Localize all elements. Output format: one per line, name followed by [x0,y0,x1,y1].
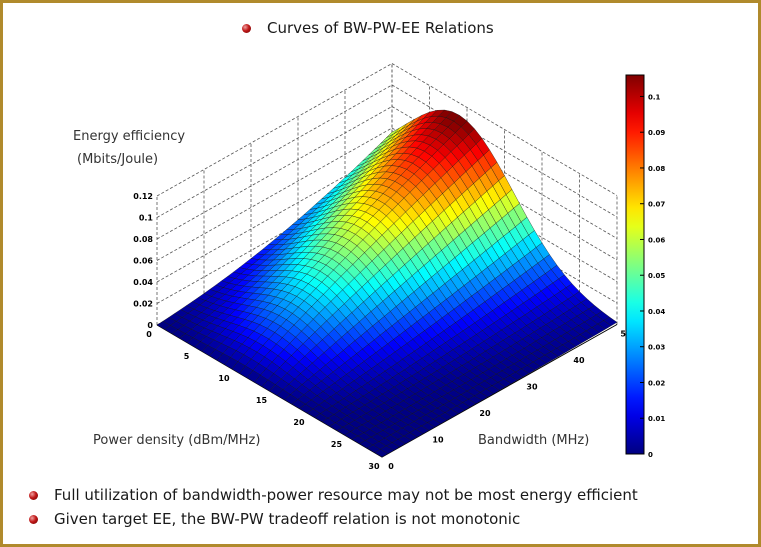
y-tick-label: 30 [526,383,538,392]
bullet-icon [29,491,38,500]
x-tick-label: 20 [293,418,305,427]
z-tick-label: 0.06 [133,257,153,266]
bullet-item-1: Full utilization of bandwidth-power reso… [29,486,638,504]
z-tick-label: 0.02 [133,300,153,309]
x-tick-label: 5 [184,352,190,361]
colorbar-tick-label: 0.01 [648,415,665,423]
x-tick-label: 10 [218,374,230,383]
x-tick-label: 30 [368,462,380,471]
bullet-icon [242,24,251,33]
colorbar: 0 0.01 0.02 0.03 0.04 0.05 0.06 0.07 0.08 0.09 0.1 [625,74,665,459]
slide-title: Curves of BW-PW-EE Relations [242,19,494,37]
z-axis-label-line2: (Mbits/Joule) [77,152,158,167]
colorbar-tick-label: 0.08 [648,165,665,173]
y-tick-label: 10 [432,436,444,445]
y-axis-label: Bandwidth (MHz) [478,433,589,448]
colorbar-scale [625,74,645,455]
bullet-item-2: Given target EE, the BW-PW tradeoff rela… [29,510,520,528]
z-axis-label-line1: Energy efficiency [73,129,185,144]
colorbar-tick-label: 0.05 [648,272,665,280]
x-axis-label: Power density (dBm/MHz) [93,433,260,448]
colorbar-tick-label: 0.03 [648,344,665,352]
colorbar-tick-label: 0.1 [648,93,661,101]
z-tick-label: 0.04 [133,278,153,287]
colorbar-tick-label: 0.09 [648,129,665,137]
colorbar-tick-label: 0.06 [648,236,665,244]
slide-title-text: Curves of BW-PW-EE Relations [267,19,494,37]
y-tick-label: 40 [573,356,585,365]
x-tick-label: 0 [146,330,152,339]
x-tick-label: 15 [256,396,268,405]
colorbar-tick-label: 0.07 [648,201,665,209]
colorbar-tick-label: 0.02 [648,379,665,387]
surface-patch [374,449,389,458]
z-tick-label: 0.1 [139,214,154,223]
z-tick-label: 0.08 [133,235,153,244]
y-tick-label: 0 [388,462,394,471]
axis-ticks: 0 0.02 0.04 0.06 0.08 0.1 0.12 0 5 10 15 20 25 30 0 10 2… [133,192,632,471]
z-tick-label: 0 [147,321,153,330]
bullet-text: Given target EE, the BW-PW tradeoff rela… [54,510,521,528]
bullet-icon [29,515,38,524]
surface-mesh [156,109,618,458]
y-tick-label: 20 [479,409,491,418]
bullet-text: Full utilization of bandwidth-power reso… [54,486,638,504]
colorbar-tick-label: 0 [648,451,653,459]
grid-line [391,63,618,196]
x-tick-label: 25 [331,440,343,449]
colorbar-tick-label: 0.04 [648,308,665,316]
z-tick-label: 0.12 [133,192,153,201]
